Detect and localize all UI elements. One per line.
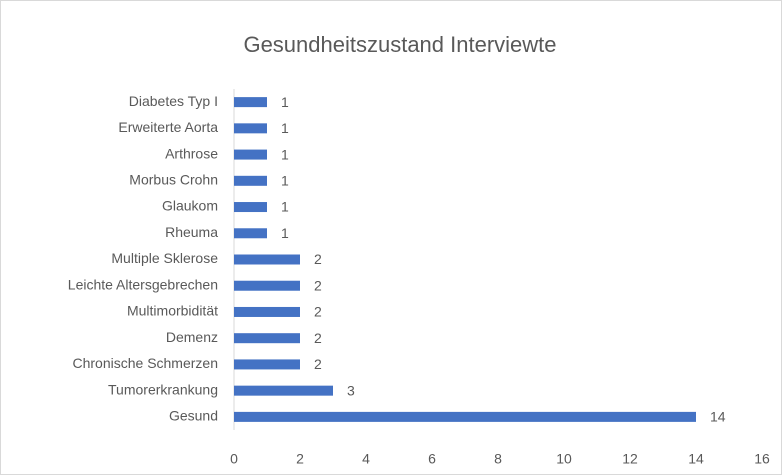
x-tick-label: 12: [622, 451, 638, 467]
data-label: 2: [314, 356, 322, 372]
data-label: 1: [281, 146, 289, 162]
x-tick-label: 10: [556, 451, 572, 467]
bar: [234, 202, 267, 213]
data-label: 1: [281, 94, 289, 110]
x-tick-label: 6: [428, 451, 436, 467]
y-tick-label: Diabetes Typ I: [129, 93, 218, 109]
data-label: 1: [281, 173, 289, 189]
bar: [234, 333, 300, 344]
x-tick-label: 4: [362, 451, 370, 467]
y-tick-label: Demenz: [166, 329, 218, 345]
y-tick-label: Erweiterte Aorta: [118, 119, 218, 135]
y-tick-label: Multimorbidität: [127, 303, 218, 319]
data-label: 1: [281, 225, 289, 241]
x-tick-label: 2: [296, 451, 304, 467]
bar: [234, 228, 267, 239]
bar: [234, 175, 267, 186]
bar: [234, 306, 300, 317]
x-tick-label: 16: [754, 451, 770, 467]
data-label: 14: [710, 409, 726, 425]
bar: [234, 123, 267, 134]
bar: [234, 411, 696, 422]
x-tick-label: 0: [230, 451, 238, 467]
x-tick-label: 14: [688, 451, 704, 467]
bar: [234, 97, 267, 108]
bar: [234, 254, 300, 265]
bar: [234, 385, 333, 396]
bar: [234, 280, 300, 291]
y-tick-label: Tumorerkrankung: [108, 381, 218, 397]
y-tick-label: Gesund: [169, 408, 218, 424]
bar: [234, 359, 300, 370]
data-label: 1: [281, 120, 289, 136]
y-tick-label: Multiple Sklerose: [111, 250, 218, 266]
chart-title: Gesundheitszustand Interviewte: [243, 32, 556, 57]
data-label: 2: [314, 304, 322, 320]
data-label: 2: [314, 251, 322, 267]
x-tick-label: 8: [494, 451, 502, 467]
data-label: 3: [347, 382, 355, 398]
y-tick-label: Chronische Schmerzen: [72, 355, 218, 371]
y-tick-label: Glaukom: [162, 198, 218, 214]
y-tick-label: Morbus Crohn: [129, 172, 218, 188]
y-tick-label: Arthrose: [165, 145, 218, 161]
data-label: 1: [281, 199, 289, 215]
data-label: 2: [314, 330, 322, 346]
data-label: 2: [314, 277, 322, 293]
y-tick-label: Rheuma: [165, 224, 218, 240]
bar: [234, 149, 267, 160]
y-tick-label: Leichte Altersgebrechen: [68, 276, 218, 292]
